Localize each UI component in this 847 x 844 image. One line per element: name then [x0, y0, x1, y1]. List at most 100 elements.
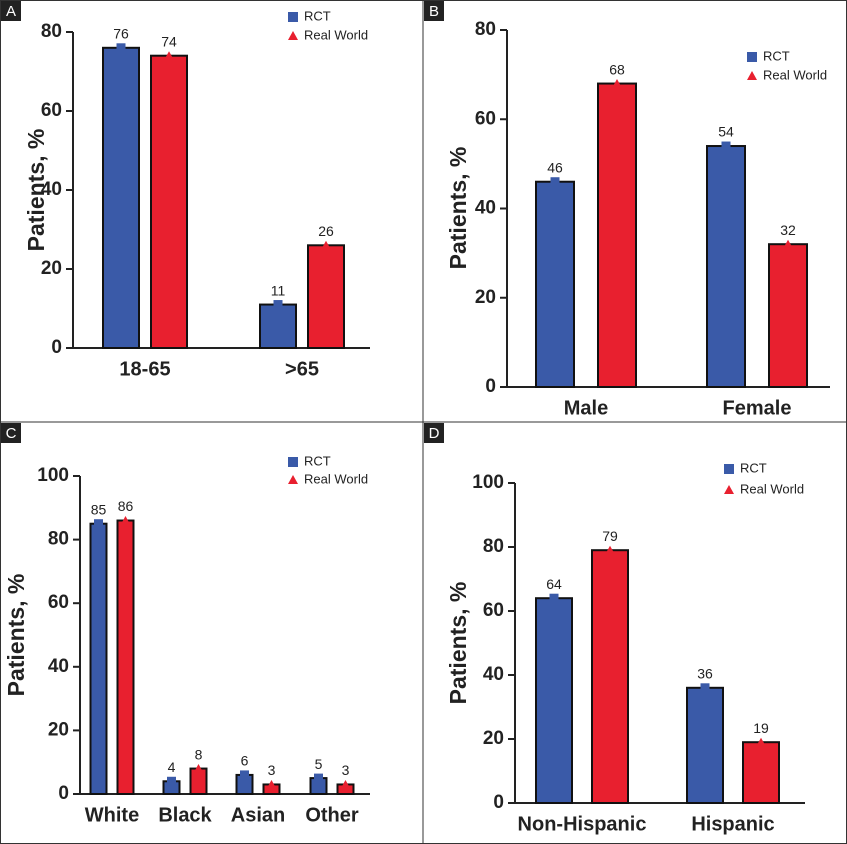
marker-triangle [267, 779, 276, 789]
y-tick-label: 20 [475, 287, 496, 308]
value-label: 68 [609, 61, 625, 77]
value-label: 36 [697, 666, 713, 682]
y-tick-label: 20 [483, 728, 504, 749]
marker-triangle [756, 737, 766, 746]
y-axis-label: Patients, % [445, 582, 471, 705]
y-tick-label: 80 [475, 19, 496, 40]
y-tick-label: 60 [48, 592, 69, 613]
x-tick-label: >65 [285, 358, 319, 380]
marker-triangle [783, 239, 793, 248]
y-tick-label: 0 [485, 376, 496, 397]
marker-triangle [288, 31, 298, 40]
y-tick-label: 40 [48, 656, 69, 677]
value-label: 74 [161, 33, 177, 49]
value-label: 6 [241, 753, 249, 769]
legend-label: RCT [763, 48, 790, 63]
marker-square [700, 683, 710, 693]
x-tick-label: Hispanic [691, 813, 774, 835]
legend-label: Real World [740, 481, 804, 496]
legend-label: Real World [304, 27, 368, 42]
panel-label: D [429, 425, 440, 442]
value-label: 4 [168, 759, 176, 775]
bar [89, 522, 108, 795]
x-tick-label: Other [305, 804, 359, 826]
bar [116, 519, 135, 796]
value-label: 26 [318, 223, 334, 239]
marker-triangle [164, 51, 174, 60]
bar [686, 686, 724, 804]
marker-square [167, 776, 176, 786]
legend-label: RCT [304, 8, 331, 23]
value-label: 8 [195, 746, 203, 762]
marker-triangle [321, 240, 331, 249]
panel-label-box [424, 1, 444, 21]
marker-square [314, 773, 323, 783]
panel-label: A [6, 3, 16, 20]
value-label: 19 [753, 720, 769, 736]
marker-square [240, 770, 249, 780]
marker-square [550, 177, 560, 187]
marker-square [116, 43, 126, 53]
bar [150, 54, 188, 349]
x-tick-label: White [85, 804, 139, 826]
value-label: 85 [91, 501, 107, 517]
bar [706, 145, 746, 388]
value-label: 32 [780, 222, 796, 238]
y-tick-label: 100 [37, 465, 69, 486]
y-tick-label: 40 [475, 198, 496, 219]
value-label: 5 [315, 756, 323, 772]
marker-triangle [747, 71, 757, 80]
value-label: 11 [271, 282, 286, 298]
bar [189, 767, 208, 795]
marker-square [549, 593, 559, 603]
value-label: 3 [342, 762, 350, 778]
bar [307, 244, 345, 349]
x-tick-label: Female [723, 397, 792, 419]
panel-label: C [6, 425, 17, 442]
y-axis-label: Patients, % [445, 147, 471, 270]
y-axis-label: Patients, % [23, 129, 49, 252]
value-label: 64 [546, 576, 562, 592]
y-tick-label: 40 [41, 179, 62, 200]
legend-label: RCT [304, 453, 331, 468]
bar [102, 46, 140, 350]
marker-triangle [194, 764, 203, 773]
value-label: 54 [718, 124, 734, 140]
y-tick-label: 20 [48, 719, 69, 740]
panel-label-box [424, 423, 444, 443]
marker-triangle [288, 475, 298, 484]
y-tick-label: 60 [483, 600, 504, 621]
bar [597, 82, 637, 389]
x-tick-label: Black [158, 804, 212, 826]
y-tick-label: 100 [472, 472, 504, 493]
y-tick-label: 80 [483, 536, 504, 557]
value-label: 79 [602, 528, 618, 544]
x-tick-label: Male [564, 397, 608, 419]
panel-label: B [429, 3, 439, 20]
bar [535, 180, 575, 388]
bar [742, 741, 780, 805]
y-tick-label: 80 [41, 21, 62, 42]
y-tick-label: 0 [493, 792, 504, 813]
bar [591, 549, 629, 805]
value-label: 86 [118, 498, 134, 514]
x-tick-label: Non-Hispanic [518, 813, 647, 835]
y-tick-label: 0 [58, 783, 69, 804]
legend-label: RCT [740, 460, 767, 475]
value-label: 46 [547, 159, 563, 175]
marker-triangle [341, 779, 350, 789]
bar [535, 597, 573, 805]
value-label: 3 [268, 762, 276, 778]
y-axis-label: Patients, % [3, 574, 29, 697]
panel-label-box [1, 1, 21, 21]
marker-triangle [605, 545, 615, 554]
x-tick-label: 18-65 [119, 358, 170, 380]
y-tick-label: 0 [51, 337, 62, 358]
y-tick-label: 20 [41, 258, 62, 279]
marker-square [747, 52, 757, 62]
y-tick-label: 40 [483, 664, 504, 685]
marker-square [288, 457, 298, 467]
legend-label: Real World [304, 471, 368, 486]
value-label: 76 [113, 26, 129, 42]
